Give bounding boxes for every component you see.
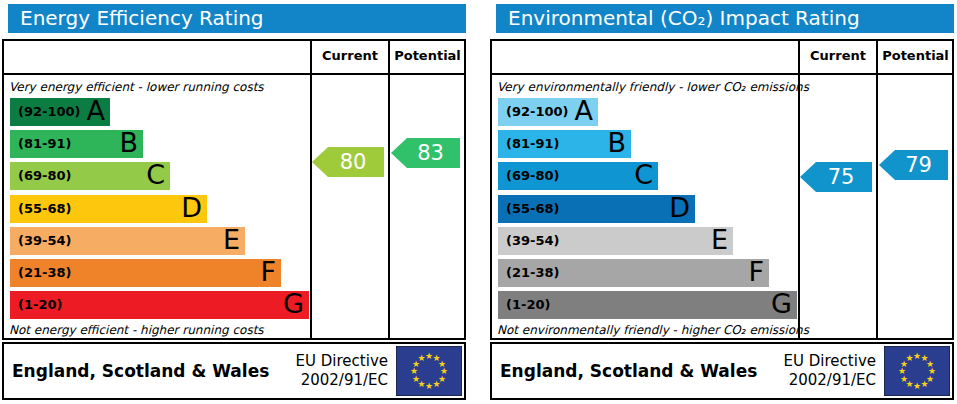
- band-row-d: (55-68) D: [498, 195, 695, 223]
- band-letter: D: [181, 193, 202, 223]
- band-row-f: (21-38) F: [498, 259, 769, 287]
- band-row-g: (1-20) G: [498, 291, 797, 319]
- environmental-footer: England, Scotland & Wales EU Directive 2…: [490, 342, 954, 400]
- eu-directive-label: EU Directive 2002/91/EC: [296, 352, 388, 390]
- epc-rating-charts: Energy Efficiency Rating Current Potenti…: [0, 0, 957, 404]
- top-note: Very energy efficient - lower running co…: [9, 80, 264, 94]
- band-row-g: (1-20) G: [10, 291, 309, 319]
- eu-flag-icon: ★★★ ★★★ ★★★ ★★★: [396, 346, 462, 396]
- svg-text:★: ★: [432, 379, 440, 389]
- band-row-d: (55-68) D: [10, 195, 207, 223]
- band-row-a: (92-100) A: [10, 98, 110, 126]
- potential-column-divider: [876, 39, 878, 340]
- current-column-header: Current: [800, 48, 876, 63]
- column-header-underline: [2, 73, 466, 75]
- band-row-e: (39-54) E: [10, 227, 245, 255]
- svg-text:★: ★: [417, 353, 425, 363]
- band-range: (81-91): [506, 136, 559, 151]
- band-row-b: (81-91) B: [498, 130, 631, 158]
- band-row-c: (69-80) C: [10, 162, 170, 190]
- current-rating-value: 75: [818, 165, 855, 189]
- band-range: (55-68): [18, 201, 71, 216]
- energy-panel-title: Energy Efficiency Rating: [20, 6, 264, 30]
- svg-text:★: ★: [913, 381, 921, 391]
- band-range: (1-20): [506, 297, 550, 312]
- band-letter: C: [146, 160, 165, 190]
- top-note: Very environmentally friendly - lower CO…: [497, 80, 809, 94]
- band-range: (1-20): [18, 297, 62, 312]
- band-letter: E: [711, 225, 728, 255]
- band-range: (81-91): [18, 136, 71, 151]
- band-letter: C: [634, 160, 653, 190]
- band-letter: F: [260, 257, 276, 287]
- band-range: (69-80): [506, 168, 559, 183]
- band-range: (21-38): [18, 265, 71, 280]
- eu-directive-line2: 2002/91/EC: [784, 371, 876, 390]
- band-range: (92-100): [506, 104, 569, 119]
- environmental-impact-panel: Environmental (CO₂) Impact Rating Curren…: [488, 0, 955, 404]
- band-row-b: (81-91) B: [10, 130, 143, 158]
- eu-flag-icon: ★★★ ★★★ ★★★ ★★★: [884, 346, 950, 396]
- current-column-header: Current: [312, 48, 388, 63]
- band-letter: F: [748, 257, 764, 287]
- potential-column-header: Potential: [390, 48, 465, 63]
- band-letter: B: [119, 128, 138, 158]
- potential-column-header: Potential: [878, 48, 953, 63]
- band-row-e: (39-54) E: [498, 227, 733, 255]
- svg-text:★: ★: [425, 381, 433, 391]
- region-label: England, Scotland & Wales: [500, 344, 757, 398]
- eu-directive-label: EU Directive 2002/91/EC: [784, 352, 876, 390]
- band-range: (92-100): [18, 104, 81, 119]
- band-row-c: (69-80) C: [498, 162, 658, 190]
- band-letter: A: [575, 96, 593, 126]
- bottom-note: Not environmentally friendly - higher CO…: [497, 323, 809, 337]
- eu-directive-line1: EU Directive: [296, 352, 388, 371]
- band-letter: G: [283, 289, 304, 319]
- band-range: (69-80): [18, 168, 71, 183]
- band-letter: E: [223, 225, 240, 255]
- potential-rating-value: 83: [407, 141, 444, 165]
- svg-text:★: ★: [905, 353, 913, 363]
- band-row-f: (21-38) F: [10, 259, 281, 287]
- potential-column-divider: [388, 39, 390, 340]
- environmental-panel-title: Environmental (CO₂) Impact Rating: [508, 6, 860, 30]
- band-range: (21-38): [506, 265, 559, 280]
- band-row-a: (92-100) A: [498, 98, 598, 126]
- bottom-note: Not energy efficient - higher running co…: [9, 323, 264, 337]
- svg-text:★: ★: [920, 379, 928, 389]
- potential-rating-value: 79: [895, 153, 932, 177]
- energy-efficiency-panel: Energy Efficiency Rating Current Potenti…: [0, 0, 467, 404]
- energy-footer: England, Scotland & Wales EU Directive 2…: [2, 342, 466, 400]
- eu-directive-line1: EU Directive: [784, 352, 876, 371]
- band-letter: D: [669, 193, 690, 223]
- region-label: England, Scotland & Wales: [12, 344, 269, 398]
- band-letter: B: [607, 128, 626, 158]
- band-range: (39-54): [506, 233, 559, 248]
- band-range: (55-68): [506, 201, 559, 216]
- column-header-underline: [490, 73, 954, 75]
- band-range: (39-54): [18, 233, 71, 248]
- eu-directive-line2: 2002/91/EC: [296, 371, 388, 390]
- current-rating-value: 80: [330, 150, 367, 174]
- environmental-title-bar: Environmental (CO₂) Impact Rating: [496, 4, 954, 33]
- current-column-divider: [310, 39, 312, 340]
- energy-title-bar: Energy Efficiency Rating: [8, 4, 466, 33]
- band-letter: A: [87, 96, 105, 126]
- band-letter: G: [771, 289, 792, 319]
